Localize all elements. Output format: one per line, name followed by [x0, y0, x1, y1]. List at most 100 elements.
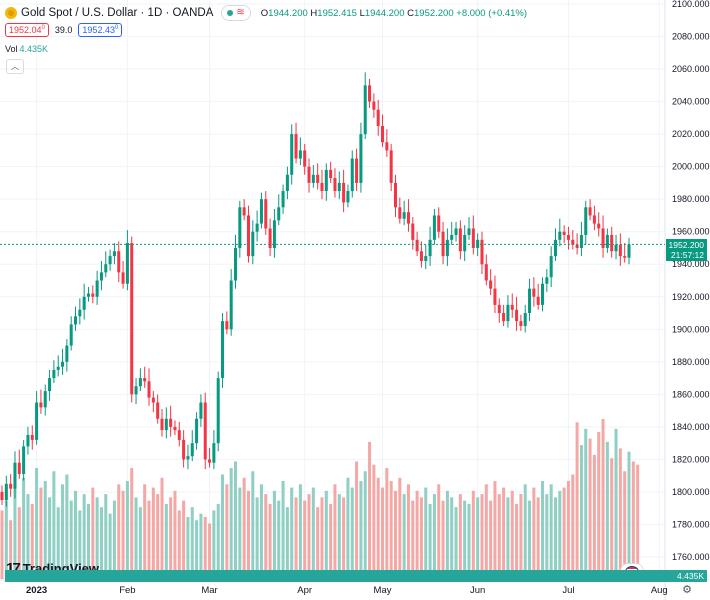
time-axis[interactable]: 2023 Feb Mar Apr May Jun Jul Aug: [26, 585, 668, 596]
candlesticks: [0, 72, 631, 507]
candle: [523, 313, 527, 327]
volume-bar: [614, 428, 618, 579]
volume-bar: [112, 500, 116, 579]
settings-icon[interactable]: ⚙: [682, 584, 692, 596]
volume-bar: [4, 500, 8, 579]
volume-bar: [506, 497, 510, 579]
volume-bar: [69, 500, 73, 579]
candle: [419, 251, 423, 261]
volume-bar: [298, 484, 302, 579]
volume-bar: [415, 490, 419, 579]
volume-bar: [242, 477, 246, 579]
candle: [532, 288, 536, 297]
candle: [151, 397, 155, 403]
volume-bar: [385, 467, 389, 579]
candle: [268, 228, 272, 248]
candle: [571, 239, 575, 245]
sell-button[interactable]: 1952.040: [5, 23, 49, 37]
volume-bar: [39, 487, 43, 579]
collapse-legend-button[interactable]: ︿: [6, 59, 24, 74]
candle: [553, 239, 558, 257]
candle: [428, 239, 432, 257]
price-tick-label: 1900.000: [672, 324, 710, 334]
candle: [519, 321, 523, 327]
candle: [350, 158, 354, 192]
candle: [203, 402, 207, 460]
candle: [489, 280, 493, 289]
volume-bar: [493, 481, 497, 579]
volume-bar: [151, 487, 155, 579]
volume-bar: [91, 487, 95, 579]
volume-bar: [558, 490, 562, 579]
volume-bar: [389, 481, 393, 579]
spread-value: 39.0: [54, 25, 73, 35]
volume-bar: [307, 494, 311, 579]
candle: [411, 223, 415, 240]
volume-bar: [43, 481, 47, 579]
volume-bar: [56, 507, 60, 579]
candle: [484, 264, 488, 281]
volume-bar: [160, 477, 164, 579]
candle: [346, 191, 350, 203]
symbol-title[interactable]: Gold Spot / U.S. Dollar · 1D · OANDA: [21, 7, 214, 19]
volume-bar: [104, 494, 108, 579]
market-status[interactable]: ≋: [221, 5, 251, 21]
candle: [112, 251, 116, 257]
volume-bar: [510, 490, 514, 579]
volume-bar: [406, 484, 410, 579]
volume-bar: [255, 497, 259, 579]
candle: [195, 418, 199, 444]
volume-bar: [333, 484, 337, 579]
candle: [450, 234, 454, 240]
change-value: +8.000 (+0.41%): [456, 7, 528, 19]
price-tick-label: 1980.000: [672, 194, 710, 204]
time-tick-label: Jul: [562, 585, 574, 596]
candle: [238, 207, 242, 248]
candle: [441, 231, 445, 257]
buy-button[interactable]: 1952.430: [78, 23, 123, 37]
volume-bar: [225, 484, 229, 579]
volume-bar: [549, 484, 553, 579]
candle: [65, 345, 69, 362]
volume-bar: [519, 494, 523, 579]
volume-bar: [601, 419, 605, 579]
volume-bar: [562, 487, 566, 579]
price-tick-label: 2020.000: [672, 129, 710, 139]
candle: [480, 239, 484, 265]
price-tick-label: 1960.000: [672, 227, 710, 237]
candle: [333, 178, 337, 192]
candle: [169, 418, 173, 427]
price-tick-label: 1940.000: [672, 259, 710, 269]
candle: [558, 231, 562, 240]
candle: [601, 228, 605, 248]
candle: [298, 150, 302, 159]
volume-bar: [177, 510, 181, 579]
candle: [22, 446, 26, 475]
candle: [424, 256, 428, 261]
candle: [592, 215, 596, 224]
volume-bar: [78, 510, 82, 579]
candle: [281, 191, 285, 208]
candle: [398, 207, 402, 219]
volume-bar: [411, 500, 415, 579]
volume-bar: [454, 507, 458, 579]
price-axis[interactable]: 2100.000 2080.000 2060.000 2040.000 2020.000…: [672, 0, 710, 562]
candle: [246, 215, 250, 257]
volume-bar: [463, 500, 467, 579]
volume-bar: [372, 464, 376, 579]
candle: [363, 85, 367, 135]
price-tick-label: 2040.000: [672, 97, 710, 107]
volume-bar: [216, 503, 220, 579]
price-tick-label: 1780.000: [672, 519, 710, 529]
candle: [121, 272, 125, 284]
candle: [610, 234, 614, 252]
candle: [320, 182, 324, 192]
volume-bar: [108, 513, 112, 579]
candle: [618, 244, 622, 257]
candle: [463, 234, 467, 252]
candle: [406, 212, 410, 224]
candle: [493, 288, 497, 305]
candle: [294, 134, 298, 159]
